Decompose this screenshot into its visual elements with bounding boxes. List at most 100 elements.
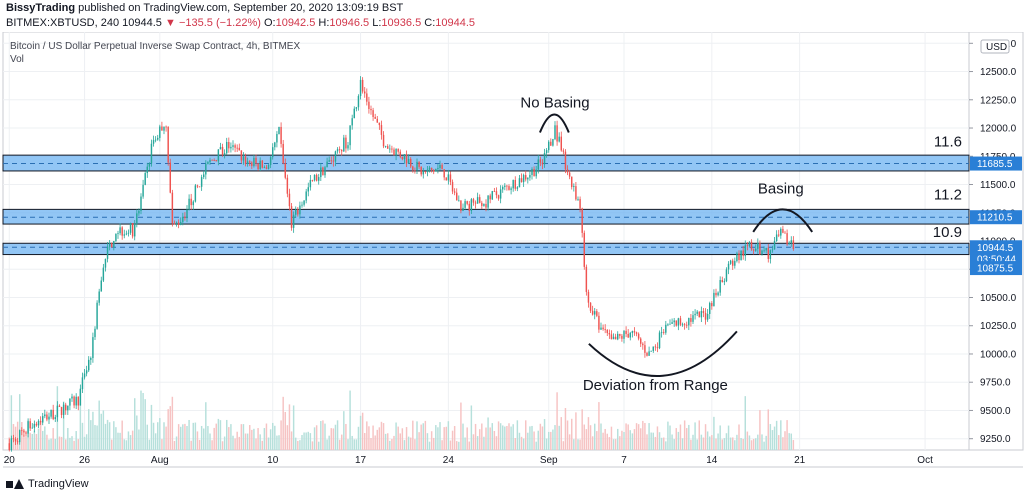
volume-bar [213,427,215,450]
candle-body [696,311,698,314]
volume-bar [228,427,230,450]
candle-body [610,334,613,340]
volume-bar [665,441,667,450]
range-zone[interactable] [2,242,970,256]
candle-body [353,108,356,119]
candle-body [499,189,502,199]
candle-body [265,167,268,169]
volume-bar [531,425,533,450]
candle-body [694,313,696,316]
candle-body [123,234,126,236]
volume-bar [518,432,521,450]
candle-body [414,170,416,171]
candle-body [39,420,42,423]
candle-body [416,161,418,171]
ohlc-line: BITMEX:XBTUSD, 240 10944.5 ▼ −135.5 (−1.… [6,17,475,29]
volume-bar [384,433,387,450]
candle-body [637,333,640,339]
candle-body [614,336,617,340]
candle-body [343,137,345,152]
candle-body [591,310,594,315]
volume-bar [564,408,567,450]
candle-body [246,161,249,165]
x-tick-label: 21 [794,455,806,466]
candle-body [391,148,393,150]
volume-bar [407,436,410,450]
range-zone[interactable] [2,154,970,172]
candle-body [179,221,182,225]
candle-body [690,318,692,322]
candle-body [330,160,333,162]
candle-body [184,216,186,219]
candle-body [280,126,282,144]
volume-bar [175,436,178,450]
footer-brand[interactable]: TradingView [28,478,89,490]
candle-body [767,248,770,259]
candle-body [35,423,38,426]
x-tick-label: 14 [706,455,718,466]
volume-bar [290,431,293,450]
candle-body [46,414,48,420]
volume-bar [297,440,299,450]
volume-bar [307,431,310,450]
volume-bar [50,438,52,450]
candle-body [269,157,272,165]
volume-bar [338,439,341,450]
volume-bar [148,439,151,450]
volume-bar [476,436,479,450]
candle-body [547,141,550,151]
range-zones [2,154,970,256]
range-zone[interactable] [2,208,970,225]
low-value: 10936.5 [381,17,422,29]
candle-body [234,145,236,148]
volume-bar [453,426,456,450]
candle-body [522,175,525,183]
volume-bar [263,428,266,450]
candle-body [765,248,767,251]
volume-bar [121,420,123,450]
volume-bar [660,437,663,450]
candle-body [60,406,63,415]
footer: TradingView [6,478,89,490]
volume-bar [366,421,368,450]
candle-body [205,164,207,175]
candle-body [263,167,266,169]
annotation-label: Basing [758,181,804,198]
candle-body [474,202,477,204]
candle-body [405,154,408,164]
candle-body [642,343,644,346]
volume-bar [71,436,73,450]
volume-bar [353,439,356,450]
candle-body [692,315,694,322]
volume-bar [39,423,42,450]
candle-body [677,318,680,326]
candle-body [633,331,636,333]
volume-bar [171,396,174,450]
level-label: 11.2 [934,187,962,204]
chart-legend-title: Bitcoin / US Dollar Perpetual Inverse Sw… [10,41,300,52]
currency-badge[interactable]: USD [980,39,1010,54]
volume-bar [460,402,462,450]
candle-body [108,243,111,247]
price-chart[interactable]: 12750.012500.012250.012000.011750.011500… [0,32,1024,472]
volume-bar [255,438,257,450]
candle-body [144,173,146,185]
volume-bar [472,434,475,450]
volume-bar [165,426,167,450]
volume-bar [317,441,320,450]
candle-body [487,195,489,208]
volume-bar [792,440,795,450]
candle-body [152,140,155,144]
candle-body [501,186,504,190]
candle-body [552,139,554,146]
candle-body [257,163,259,170]
candle-body [25,432,27,434]
volume-bar [474,423,477,450]
candle-body [236,147,238,149]
volume-bar [734,440,736,450]
candle-body [750,241,753,250]
volume-bar [746,431,749,450]
volume-bar [363,433,366,450]
author-name[interactable]: BissyTrading [6,2,76,14]
candles [8,76,795,452]
